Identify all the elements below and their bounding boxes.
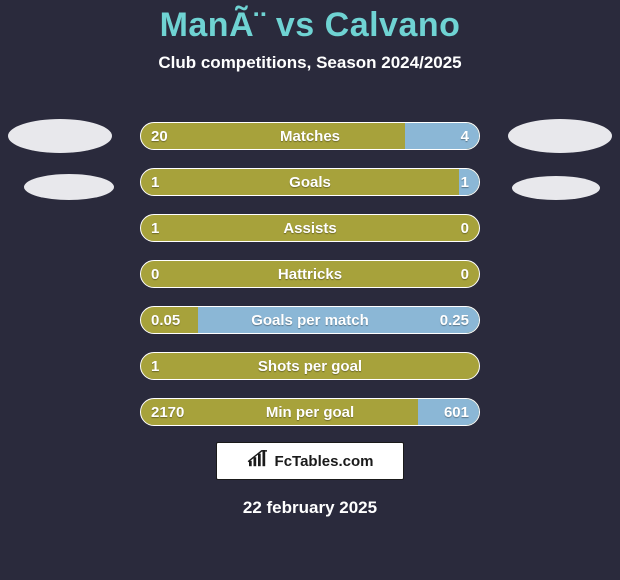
metric-right-value: 0 — [461, 215, 469, 242]
metric-bar: 1Assists0 — [140, 214, 480, 242]
page-title: ManÃ¨ vs Calvano — [0, 0, 620, 45]
player-right-badge — [508, 119, 612, 153]
subtitle: Club competitions, Season 2024/2025 — [0, 53, 620, 73]
brand-box[interactable]: FcTables.com — [216, 442, 404, 480]
metric-right-value: 0 — [461, 261, 469, 288]
metric-bar: 0.05Goals per match0.25 — [140, 306, 480, 334]
metric-right-value: 1 — [461, 169, 469, 196]
brand-label: FcTables.com — [275, 453, 374, 470]
metric-label: Shots per goal — [141, 353, 479, 380]
metric-bar: 1Shots per goal — [140, 352, 480, 380]
player-left-badge — [8, 119, 112, 153]
metric-bar: 20Matches4 — [140, 122, 480, 150]
metric-label: Goals per match — [141, 307, 479, 334]
brand-icon — [247, 450, 269, 473]
metric-right-value: 601 — [444, 399, 469, 426]
player-right-badge-small — [512, 176, 600, 200]
metric-right-value: 4 — [461, 123, 469, 150]
player-left-badge-small — [24, 174, 114, 200]
metric-label: Assists — [141, 215, 479, 242]
metric-bar: 2170Min per goal601 — [140, 398, 480, 426]
metric-label: Min per goal — [141, 399, 479, 426]
metric-label: Goals — [141, 169, 479, 196]
metric-bar: 0Hattricks0 — [140, 260, 480, 288]
metric-bar: 1Goals1 — [140, 168, 480, 196]
metric-label: Hattricks — [141, 261, 479, 288]
metric-label: Matches — [141, 123, 479, 150]
comparison-bars: 20Matches41Goals11Assists00Hattricks00.0… — [140, 122, 480, 444]
footer-date: 22 february 2025 — [0, 498, 620, 518]
metric-right-value: 0.25 — [440, 307, 469, 334]
